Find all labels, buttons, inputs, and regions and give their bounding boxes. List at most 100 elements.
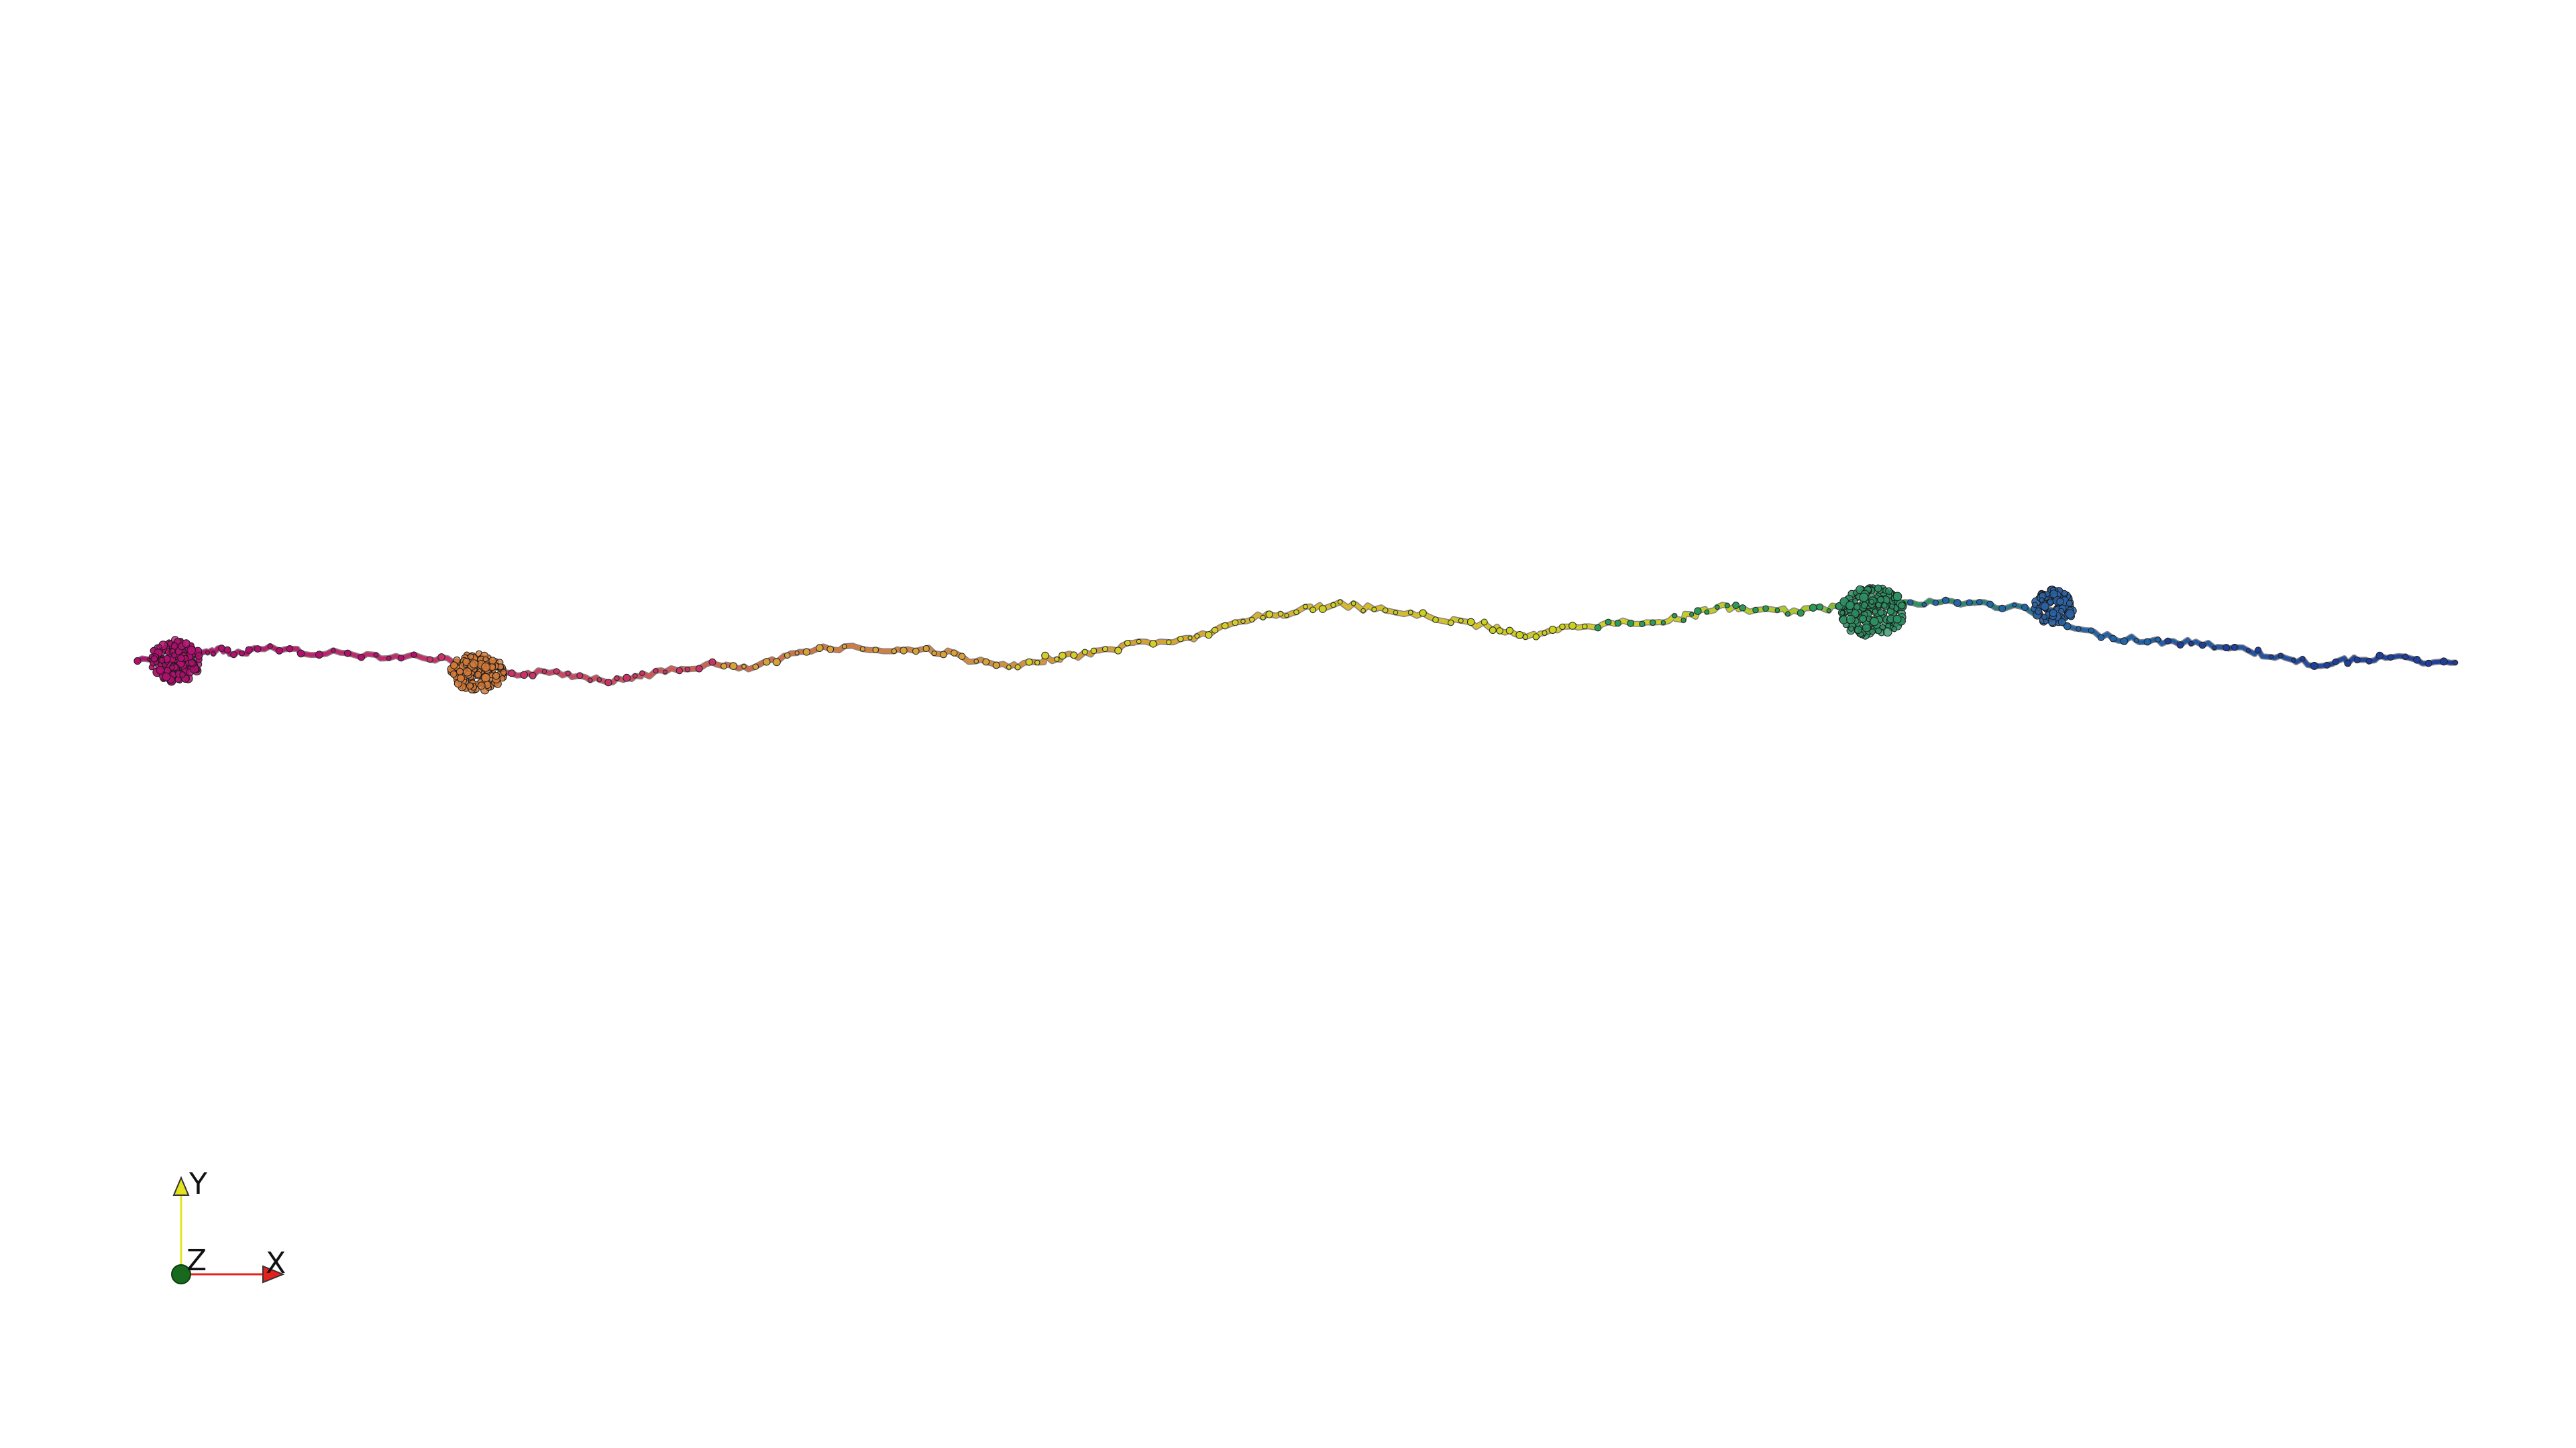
domain-atom [500, 669, 507, 676]
residue-bead [1212, 626, 1218, 634]
residue-bead [245, 646, 253, 654]
residue-bead [2413, 656, 2421, 664]
residue-bead [1660, 620, 1666, 626]
residue-bead [1081, 649, 1088, 655]
domain-atom [1862, 623, 1871, 632]
residue-bead [1393, 610, 1399, 615]
residue-bead [2424, 659, 2432, 667]
residue-bead [958, 653, 966, 661]
residue-bead [576, 672, 584, 679]
domain-atom [1892, 592, 1902, 602]
residue-bead [1205, 631, 1213, 639]
residue-bead [1505, 626, 1513, 634]
residue-bead [951, 649, 958, 657]
residue-bead [2387, 654, 2394, 661]
residue-bead [826, 645, 835, 653]
residue-bead [343, 649, 352, 657]
x-axis-label: X [266, 1246, 286, 1280]
domain-atom [1859, 614, 1868, 623]
residue-bead [254, 645, 262, 653]
residue-bead [541, 669, 547, 674]
domain-atom [449, 670, 458, 678]
domain-atom [2049, 609, 2057, 617]
domain-atom [169, 665, 175, 671]
domain-atom [1870, 616, 1879, 626]
residue-bead [891, 648, 898, 655]
residue-bead [1522, 634, 1528, 641]
residue-bead [1265, 610, 1273, 618]
domain-atom [467, 653, 474, 660]
domain-atom [156, 644, 162, 650]
residue-bead [2353, 656, 2361, 664]
globular-domain-2 [447, 650, 508, 695]
residue-bead [2375, 651, 2384, 660]
residue-bead [653, 668, 659, 674]
residue-bead [386, 655, 392, 661]
domain-atom [482, 656, 489, 663]
residue-bead [2188, 641, 2194, 647]
residue-bead [1221, 622, 1229, 630]
residue-bead [1136, 638, 1142, 645]
domain-atom [488, 657, 497, 665]
residue-bead [1672, 613, 1677, 619]
residue-bead [1816, 603, 1824, 611]
domain-atom [1877, 596, 1884, 604]
domain-atom [1877, 609, 1885, 616]
domain-atom [2035, 607, 2043, 615]
residue-bead [1489, 626, 1497, 634]
residue-bead [741, 663, 747, 669]
residue-bead [1785, 611, 1790, 617]
domain-atom [1891, 626, 1898, 632]
residue-bead [1998, 604, 2006, 612]
residue-bead [2440, 657, 2448, 666]
domain-atom [162, 672, 171, 681]
residue-bead [2291, 657, 2296, 663]
residue-bead [639, 670, 645, 676]
domain-atom [2057, 618, 2066, 626]
domain-atom [1874, 584, 1882, 592]
residue-bead [1907, 599, 1914, 606]
residue-bead [2255, 647, 2262, 654]
residue-bead [720, 663, 727, 670]
residue-bead [1826, 608, 1831, 613]
residue-bead [1568, 622, 1577, 630]
residue-bead [1614, 620, 1622, 627]
residue-bead [1407, 610, 1413, 616]
residue-bead [2176, 641, 2184, 649]
residue-bead [1515, 631, 1524, 639]
residue-bead [437, 653, 445, 661]
residue-bead [1458, 618, 1464, 624]
residue-bead [1232, 619, 1239, 626]
residue-bead [275, 647, 283, 655]
residue-bead [1774, 608, 1780, 613]
domain-atom [1848, 625, 1854, 632]
domain-atom [2049, 590, 2058, 598]
domain-atom [2058, 608, 2065, 614]
domain-atom [150, 655, 158, 663]
residue-bead [729, 662, 738, 670]
residue-bead [2063, 622, 2072, 630]
residue-bead [2268, 654, 2274, 660]
domain-atom [177, 654, 185, 662]
domain-atom [474, 671, 482, 679]
residue-bead [1166, 639, 1172, 645]
residue-bead [2453, 660, 2458, 665]
domain-atom [1868, 598, 1874, 605]
residue-bead [2164, 637, 2171, 645]
residue-bead [1006, 665, 1012, 670]
domain-atom [477, 681, 486, 690]
domain-atom [1872, 608, 1878, 615]
residue-bead [1715, 604, 1720, 610]
residue-bead [2097, 634, 2105, 641]
residue-bead [663, 669, 667, 675]
residue-bead [784, 652, 791, 659]
residue-bead [1338, 599, 1343, 605]
residue-bead [922, 645, 930, 653]
residue-bead [816, 644, 824, 653]
residue-bead [1303, 604, 1308, 610]
residue-bead [1724, 602, 1730, 608]
domain-atom [1885, 587, 1893, 595]
y-axis-label: Y [189, 1167, 207, 1201]
